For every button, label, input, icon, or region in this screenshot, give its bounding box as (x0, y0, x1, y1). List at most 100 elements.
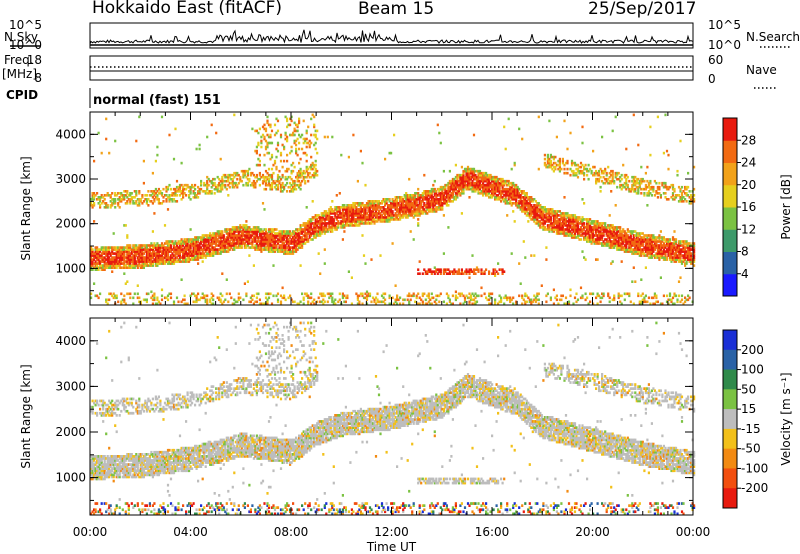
power-cell (270, 240, 274, 243)
power-cell (289, 175, 292, 179)
power-cell (546, 228, 549, 231)
power-cell (180, 192, 183, 195)
power-cell (302, 242, 305, 245)
power-cell (269, 141, 272, 145)
power-cell (154, 248, 157, 251)
power-cell (462, 192, 465, 195)
power-cell (426, 202, 429, 205)
power-cell (296, 129, 299, 133)
power-cell (279, 234, 283, 237)
power-cell (506, 192, 509, 195)
power-cell (442, 198, 445, 201)
power-cell (273, 242, 277, 245)
power-cell (436, 202, 439, 205)
power-cell (305, 236, 308, 239)
power-cell (560, 224, 563, 227)
power-cell (359, 149, 362, 153)
power-cell (438, 194, 441, 197)
power-cell (201, 250, 204, 253)
power-cell (94, 250, 97, 253)
power-cell (592, 302, 595, 306)
power-cell (233, 171, 236, 175)
power-cell (528, 212, 531, 215)
power-cell (412, 210, 415, 213)
power-cell (540, 208, 543, 211)
power-cell (569, 216, 572, 219)
power-cell (549, 220, 552, 223)
power-cell (191, 254, 194, 257)
power-cell (157, 250, 160, 253)
power-cell (281, 296, 284, 300)
power-cell (148, 256, 151, 259)
power-cell (374, 302, 378, 306)
power-cell (272, 230, 275, 233)
power-cell (245, 236, 248, 239)
power-cell (129, 246, 132, 249)
power-cell (159, 302, 162, 306)
power-cell (560, 298, 563, 302)
power-cell (451, 185, 454, 189)
power-cell (380, 200, 384, 203)
power-cell (561, 157, 564, 161)
power-cell (182, 250, 185, 253)
power-cell (558, 165, 561, 169)
power-cell (566, 214, 569, 217)
power-cell (471, 179, 474, 183)
power-cell (528, 202, 531, 205)
power-cell (120, 194, 123, 197)
power-cell (243, 238, 246, 241)
power-cell (186, 256, 189, 259)
power-cell (289, 250, 292, 253)
power-cell (590, 226, 593, 229)
power-cell (287, 248, 290, 251)
power-cell (402, 204, 405, 207)
power-cell (210, 179, 213, 183)
power-cell (328, 222, 331, 225)
power-cell (298, 242, 301, 245)
power-cell (293, 179, 296, 183)
power-cell (302, 222, 305, 225)
power-cell (376, 214, 379, 217)
power-cell (546, 165, 549, 169)
power-cell (447, 194, 450, 197)
power-cell (96, 252, 99, 255)
power-cell (543, 157, 546, 161)
power-cell (567, 228, 571, 231)
power-cell (491, 179, 494, 183)
power-cell (521, 208, 524, 211)
power-cell (251, 240, 254, 243)
power-cell (533, 206, 536, 209)
power-cell (296, 125, 299, 129)
power-cell (270, 234, 274, 237)
power-cell (178, 242, 182, 245)
power-cell (286, 137, 289, 141)
power-cell (387, 216, 390, 219)
power-cell (396, 196, 399, 199)
power-cell (414, 194, 417, 197)
power-cell (94, 268, 97, 271)
power-cell (145, 246, 148, 249)
power-cell (358, 222, 361, 225)
power-cell (275, 147, 278, 151)
power-cell (548, 218, 551, 221)
power-cell (319, 226, 322, 229)
power-cell (567, 220, 571, 223)
power-cell (471, 302, 474, 306)
power-cell (129, 198, 132, 201)
power-cell (358, 300, 361, 304)
power-cell (245, 226, 248, 229)
power-cell (551, 226, 554, 229)
power-cell (367, 218, 370, 221)
power-cell (189, 294, 192, 298)
power-cell (270, 185, 274, 189)
power-cell (314, 228, 317, 231)
power-cell (432, 200, 435, 203)
power-cell (210, 181, 213, 185)
power-cell (504, 202, 507, 205)
power-cell (172, 248, 176, 251)
power-cell (460, 190, 463, 193)
power-cell (598, 226, 601, 229)
power-cell (469, 175, 473, 179)
power-cell (168, 133, 171, 137)
power-cell (103, 258, 106, 261)
